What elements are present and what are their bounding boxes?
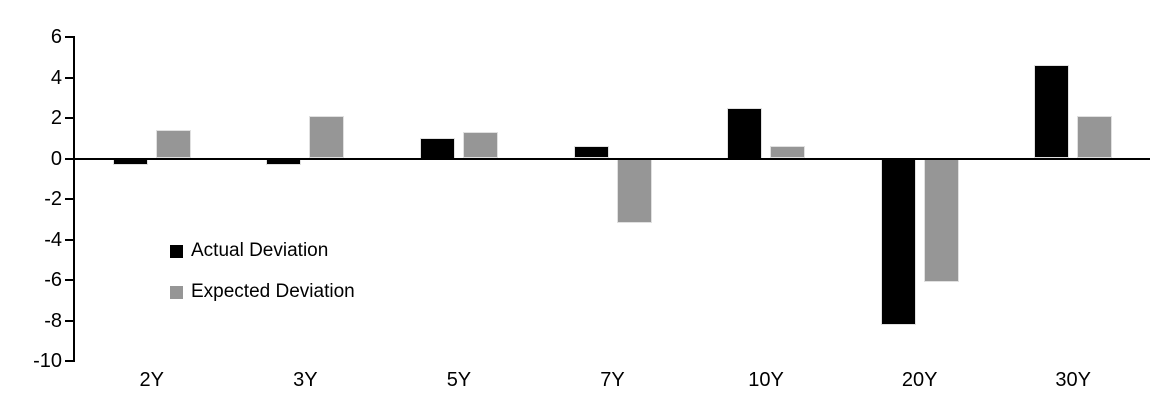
bar-actual-deviation-30y — [1034, 65, 1070, 159]
bar-expected-deviation-5y — [462, 132, 498, 159]
y-tick-label--8: -8 — [44, 309, 62, 332]
bar-expected-deviation-2y — [155, 130, 191, 159]
y-axis-line — [73, 36, 75, 362]
legend-swatch-expected-deviation — [170, 285, 183, 299]
y-tick-mark--10 — [65, 360, 73, 362]
y-tick-label-6: 6 — [50, 26, 62, 48]
legend-label-actual-deviation: Actual Deviation — [191, 240, 329, 261]
y-tick-mark--6 — [65, 279, 73, 281]
y-tick-label-2: 2 — [50, 107, 62, 129]
y-tick-label--4: -4 — [44, 228, 62, 251]
bar-expected-deviation-3y — [309, 115, 345, 159]
x-axis-label-10y: 10Y — [748, 369, 784, 391]
y-tick-mark--4 — [65, 238, 73, 241]
y-tick-label--6: -6 — [44, 269, 62, 291]
bar-expected-deviation-30y — [1077, 115, 1113, 159]
y-tick-mark--8 — [65, 319, 73, 322]
y-tick-mark--2 — [65, 198, 73, 200]
legend-swatch-actual-deviation — [170, 244, 183, 258]
y-tick-label-4: 4 — [50, 66, 62, 89]
x-axis-label-5y: 5Y — [446, 369, 472, 391]
bar-actual-deviation-10y — [727, 107, 763, 159]
legend-item-expected-deviation: Expected Deviation — [170, 281, 355, 302]
legend: Actual Deviation Expected Deviation — [170, 240, 355, 323]
y-tick-label-0: 0 — [50, 147, 62, 170]
y-tick-mark-0 — [65, 157, 73, 160]
y-tick-label--10: -10 — [33, 350, 62, 372]
legend-label-expected-deviation: Expected Deviation — [191, 281, 355, 302]
bar-actual-deviation-5y — [419, 138, 455, 159]
y-tick-label--2: -2 — [44, 188, 62, 210]
legend-item-actual-deviation: Actual Deviation — [170, 240, 355, 261]
x-axis-label-20y: 20Y — [901, 369, 938, 391]
x-axis-label-2y: 2Y — [139, 369, 165, 391]
x-axis-label-3y: 3Y — [293, 369, 318, 391]
bar-expected-deviation-7y — [616, 158, 652, 224]
y-tick-mark-4 — [65, 76, 73, 79]
bar-actual-deviation-20y — [880, 158, 916, 325]
bar-expected-deviation-20y — [923, 158, 959, 283]
y-tick-mark-2 — [65, 117, 73, 119]
y-tick-mark-6 — [65, 36, 73, 38]
zero-axis-line — [75, 157, 1150, 160]
x-axis-label-30y: 30Y — [1055, 369, 1091, 391]
x-axis-label-7y: 7Y — [600, 369, 625, 391]
